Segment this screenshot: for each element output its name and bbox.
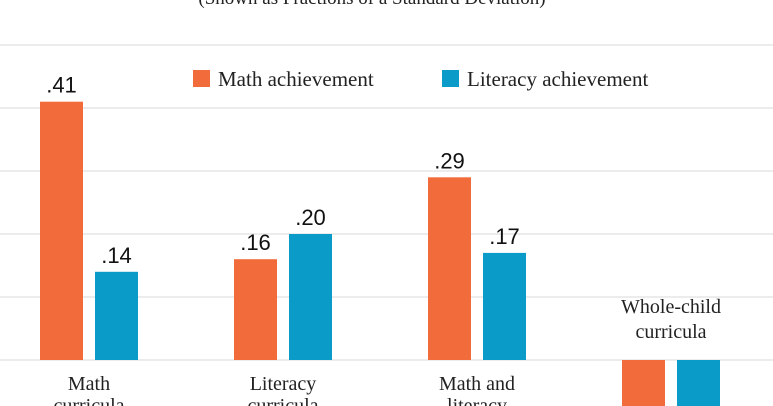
category-label-2-line-0: Math and [439,373,515,395]
bar-literacy-2 [483,252,526,360]
bars [40,101,720,406]
legend-swatch-literacy [442,70,459,87]
category-label-1-line-1: curricula [247,395,318,406]
value-label-math-2: .29 [434,148,465,173]
category-label-0-line-1: curricula [53,395,124,406]
value-label-math-1: .16 [240,230,271,255]
bar-math-0 [40,101,83,360]
value-label-literacy-2: .17 [489,224,520,249]
category-label-1-line-0: Literacy [250,373,317,395]
legend-swatch-math [193,70,210,87]
chart-subtitle: (Shown as Fractions of a Standard Deviat… [198,0,545,9]
category-label-3-line-0: Whole-child [621,296,721,318]
legend-label-literacy: Literacy achievement [467,67,648,91]
value-label-literacy-0: .14 [101,243,132,268]
category-label-0-line-0: Math [68,373,110,395]
bar-literacy-1 [289,234,332,360]
category-label-3-line-1: curricula [635,321,706,343]
bar-literacy-0 [95,271,138,360]
bar-literacy-3 [677,360,720,406]
bar-math-2 [428,177,471,360]
value-label-literacy-1: .20 [295,205,326,230]
bar-math-1 [234,259,277,360]
value-labels: .41 .14 .16 .20 .29 .17 [46,73,520,268]
legend-label-math: Math achievement [218,67,374,91]
legend: Math achievement Literacy achievement [193,67,648,91]
category-label-2-line-1: literacy [447,395,507,406]
value-label-math-0: .41 [46,73,77,98]
bar-math-3 [622,360,665,406]
